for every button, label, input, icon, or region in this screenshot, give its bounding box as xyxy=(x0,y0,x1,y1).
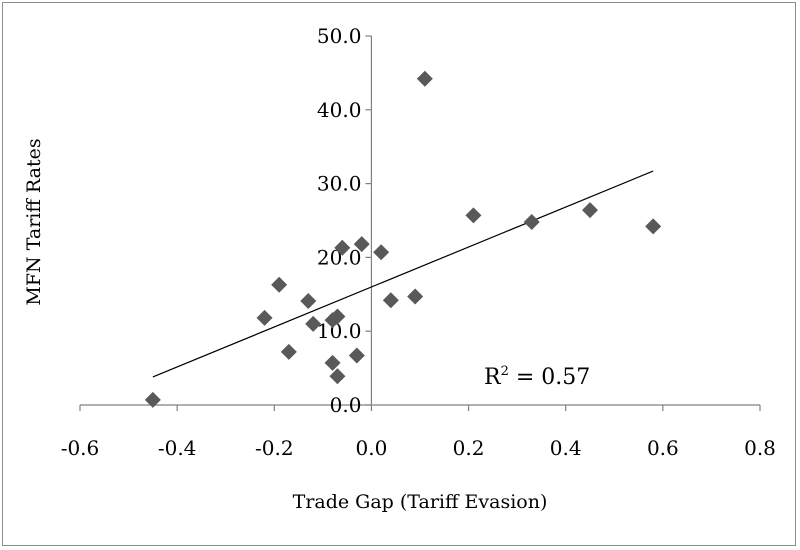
trendline xyxy=(152,170,654,378)
x-ticks: -0.6 -0.4 -0.2 0.0 0.2 0.4 0.6 0.8 xyxy=(61,405,776,460)
y-tick-label: 0.0 xyxy=(330,393,362,417)
data-point xyxy=(582,202,598,219)
x-tick-label: -0.6 xyxy=(61,436,100,460)
data-point xyxy=(334,239,351,256)
y-tick-label: 50.0 xyxy=(317,24,362,48)
data-point xyxy=(348,347,365,364)
x-tick-label: -0.4 xyxy=(158,436,197,460)
x-tick-label: 0.2 xyxy=(453,436,485,460)
data-point xyxy=(144,391,161,408)
r-squared-annotation: R2 = 0.57 xyxy=(484,364,590,390)
data-point xyxy=(407,288,424,305)
x-tick-label: -0.2 xyxy=(255,436,294,460)
data-point xyxy=(353,236,370,253)
data-point xyxy=(373,244,390,261)
r-squared-letter: R xyxy=(484,365,502,390)
x-tick-label: 0.6 xyxy=(647,436,679,460)
r-squared-superscript: 2 xyxy=(501,364,509,379)
r-squared-value: = 0.57 xyxy=(509,365,590,390)
data-point xyxy=(465,207,482,224)
y-tick-label: 40.0 xyxy=(317,98,362,122)
x-tick-label: 0.4 xyxy=(550,436,582,460)
x-tick-label: 0.8 xyxy=(744,436,776,460)
y-tick-label: 30.0 xyxy=(317,172,362,196)
data-point xyxy=(329,308,346,325)
data-point xyxy=(300,292,317,309)
data-point xyxy=(523,213,540,230)
data-point xyxy=(416,70,433,87)
trendline-group xyxy=(152,170,654,378)
x-tick-label: 0.0 xyxy=(356,436,388,460)
x-axis-title: Trade Gap (Tariff Evasion) xyxy=(293,491,548,513)
axes xyxy=(80,36,760,406)
y-tick-label: 10.0 xyxy=(317,319,362,343)
data-points xyxy=(144,70,662,408)
data-point xyxy=(382,292,399,309)
data-point xyxy=(280,343,297,360)
data-point xyxy=(305,315,322,332)
data-point xyxy=(324,354,341,371)
data-point xyxy=(329,368,346,385)
y-ticks: 0.010.020.030.040.050.0 xyxy=(317,24,372,417)
data-point xyxy=(256,309,273,326)
data-point xyxy=(271,276,288,293)
data-point xyxy=(645,218,662,235)
y-axis-title: MFN Tariff Rates xyxy=(23,138,45,305)
